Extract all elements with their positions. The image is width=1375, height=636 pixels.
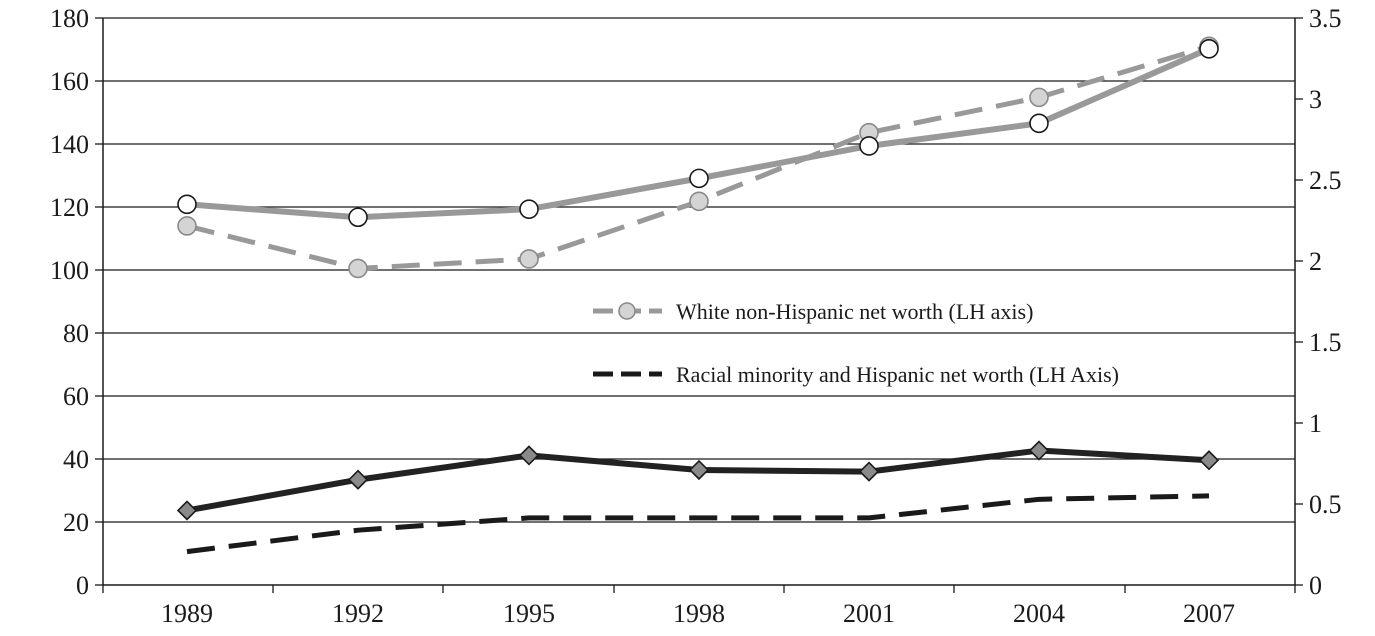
left-axis-ticks: 0 20 40 60 80 100 120 140 160 180	[50, 4, 103, 600]
left-tick-label: 120	[50, 193, 89, 222]
x-tick-label: 2007	[1183, 599, 1235, 628]
data-point	[688, 459, 710, 481]
x-tick-label: 1995	[503, 599, 555, 628]
right-tick-label: 1	[1309, 409, 1322, 438]
left-tick-label: 160	[50, 67, 89, 96]
data-point	[347, 469, 369, 490]
data-point	[177, 216, 197, 236]
legend-marker	[618, 302, 636, 320]
right-tick-label: 3	[1309, 85, 1322, 114]
series-line	[186, 493, 1210, 555]
left-tick-label: 180	[50, 4, 89, 33]
right-tick-label: 0	[1309, 571, 1322, 600]
x-tick-label: 1998	[673, 599, 725, 628]
data-point	[519, 199, 539, 219]
data-point	[689, 191, 709, 212]
data-point	[348, 258, 368, 279]
x-tick-label: 2001	[843, 599, 895, 628]
left-tick-label: 0	[76, 571, 89, 600]
legend-entry: Racial minority and Hispanic net worth (…	[593, 362, 1119, 387]
data-point	[176, 500, 198, 521]
data-point	[1029, 113, 1049, 134]
data-point	[1029, 87, 1049, 108]
right-axis-ticks: 0 0.5 1 1.5 2 2.5 3 3.5	[1295, 4, 1342, 600]
legend-label: White non-Hispanic net worth (LH axis)	[676, 299, 1033, 324]
left-tick-label: 60	[63, 382, 89, 411]
data-point	[1028, 440, 1050, 461]
left-tick-label: 80	[63, 319, 89, 348]
series-3	[176, 440, 1220, 521]
grid-lines	[103, 17, 1295, 523]
data-point	[518, 445, 540, 466]
right-tick-label: 2	[1309, 247, 1322, 276]
x-tick-label: 2004	[1013, 599, 1065, 628]
left-tick-label: 40	[63, 445, 89, 474]
data-point	[519, 249, 539, 269]
series-1	[186, 493, 1210, 555]
series-layer	[176, 36, 1220, 555]
series-line	[186, 43, 1210, 271]
series-0	[177, 36, 1219, 279]
series-2	[177, 38, 1219, 228]
data-point	[1198, 450, 1220, 471]
right-tick-label: 2.5	[1309, 166, 1342, 195]
right-tick-label: 1.5	[1309, 328, 1342, 357]
data-point	[858, 461, 880, 482]
data-point	[348, 207, 368, 228]
data-point	[1199, 38, 1219, 59]
right-tick-label: 0.5	[1309, 490, 1342, 519]
data-point	[859, 136, 879, 156]
right-tick-label: 3.5	[1309, 4, 1342, 33]
x-axis-ticks: 1989 1992 1995 1998 2001 2004 2007	[102, 585, 1296, 628]
legend-label: Racial minority and Hispanic net worth (…	[676, 362, 1119, 387]
x-tick-label: 1989	[161, 599, 213, 628]
left-tick-label: 100	[50, 256, 89, 285]
x-tick-label: 1992	[332, 599, 384, 628]
left-tick-label: 140	[50, 130, 89, 159]
left-tick-label: 20	[63, 508, 89, 537]
legend: White non-Hispanic net worth (LH axis) Ra…	[593, 299, 1119, 387]
data-point	[177, 194, 197, 215]
axes	[102, 18, 1296, 586]
data-point	[689, 168, 709, 189]
legend-entry: White non-Hispanic net worth (LH axis)	[593, 299, 1033, 324]
